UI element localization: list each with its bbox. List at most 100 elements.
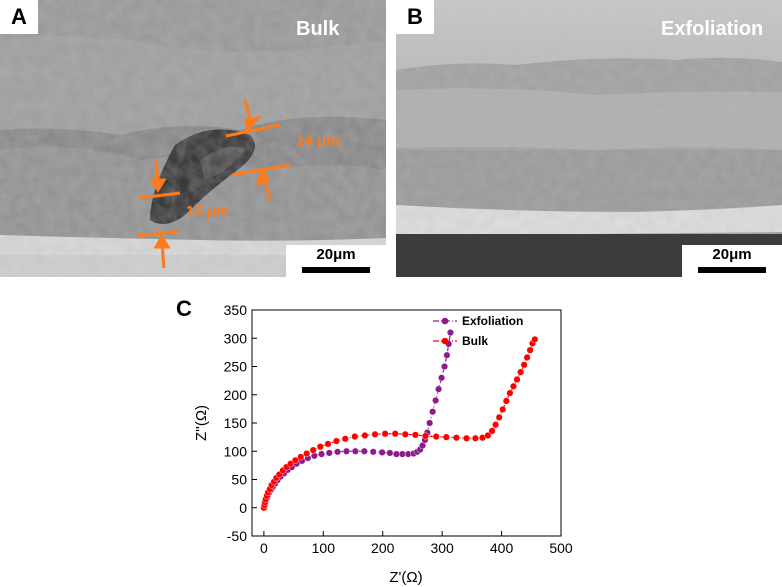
y-tick-label: 50 (231, 472, 247, 488)
data-point-bulk (492, 421, 500, 429)
data-point-bulk (332, 437, 340, 445)
data-point-exfoliation (446, 329, 454, 337)
data-point-bulk (502, 397, 510, 405)
data-point-bulk (324, 440, 332, 448)
data-point-exfoliation (392, 450, 400, 458)
y-tick-label: 350 (224, 302, 248, 318)
data-point-bulk (316, 443, 324, 451)
series-exfoliation (260, 329, 454, 512)
x-tick-label: 300 (430, 540, 454, 556)
data-point-bulk (526, 346, 534, 354)
data-point-bulk (499, 405, 507, 413)
data-point-exfoliation (429, 408, 437, 416)
data-point-bulk (513, 375, 521, 383)
data-point-exfoliation (334, 448, 342, 456)
data-point-exfoliation (310, 452, 318, 460)
panel-a-letter: A (0, 0, 38, 34)
legend-marker (441, 317, 449, 325)
data-point-bulk (471, 434, 479, 442)
y-tick-label: 0 (239, 500, 247, 516)
data-point-bulk (506, 389, 514, 397)
data-point-bulk (381, 430, 389, 438)
data-point-bulk (422, 432, 430, 440)
x-tick-label: 200 (371, 540, 395, 556)
data-point-bulk (517, 368, 525, 376)
data-point-bulk (484, 431, 492, 439)
x-tick-label: 0 (260, 540, 268, 556)
panel-a-scale-bar: 20μm (286, 245, 386, 277)
y-tick-label: 200 (224, 387, 248, 403)
data-point-bulk (341, 435, 349, 443)
lower-arrow-bottom-head (153, 234, 171, 249)
data-point-bulk (488, 427, 496, 435)
legend-marker (441, 337, 449, 345)
data-point-exfoliation (398, 450, 406, 458)
plot-frame (251, 309, 562, 537)
data-point-bulk (520, 361, 528, 369)
data-point-exfoliation (342, 447, 350, 455)
data-point-exfoliation (443, 351, 451, 359)
panel-a-sem-image: A Bulk 14 μm 15 μm 20μm (0, 0, 386, 277)
data-point-exfoliation (432, 396, 440, 404)
series-bulk (260, 335, 539, 512)
data-point-bulk (509, 382, 517, 390)
data-point-bulk (371, 430, 379, 438)
panel-b-sem-image: B Exfoliation 20μm (396, 0, 782, 277)
panel-a-title: Bulk (296, 18, 340, 40)
data-point-exfoliation (386, 449, 394, 457)
data-point-bulk (495, 413, 503, 421)
data-point-exfoliation (369, 448, 377, 456)
data-point-exfoliation (438, 374, 446, 382)
data-point-bulk (523, 353, 531, 361)
data-point-bulk (297, 453, 305, 461)
data-point-bulk (463, 434, 471, 442)
exfoliation-sem-micrograph (396, 0, 782, 277)
legend-label: Exfoliation (462, 314, 523, 328)
x-axis-label: Z'(Ω) (389, 569, 422, 586)
lower-arrow-top-head (149, 178, 167, 193)
data-point-bulk (351, 433, 359, 441)
data-point-bulk (309, 446, 317, 454)
panel-a-scale-label: 20μm (316, 246, 356, 263)
y-tick-label: 100 (224, 443, 248, 459)
panel-b-scale-line (698, 267, 766, 273)
data-point-bulk (432, 433, 440, 441)
data-point-bulk (391, 430, 399, 438)
data-point-exfoliation (351, 447, 359, 455)
series-line-exfoliation (263, 332, 452, 508)
panel-b-scale-bar: 20μm (682, 245, 782, 277)
y-tick-label: 150 (224, 415, 248, 431)
data-point-bulk (411, 431, 419, 439)
panel-b-title: Exfoliation (661, 18, 764, 40)
lower-thickness-label: 15 μm (186, 203, 230, 220)
data-point-bulk (452, 434, 460, 442)
data-point-exfoliation (426, 419, 434, 427)
x-tick-label: 100 (312, 540, 336, 556)
upper-measure-line (225, 123, 281, 138)
upper-thickness-label: 14 μm (296, 132, 340, 149)
panel-b-scale-label: 20μm (712, 246, 752, 263)
data-point-exfoliation (378, 448, 386, 456)
upper-arrow-top-head (244, 115, 263, 134)
data-point-exfoliation (435, 385, 443, 393)
data-point-bulk (531, 335, 539, 343)
lower-measure-line-2 (137, 229, 179, 238)
legend: Exfoliation Bulk (433, 314, 523, 348)
data-point-bulk (291, 456, 299, 464)
nyquist-chart: 0 100 200 300 400 500 -50 0 50 100 150 200 250 300 350… (193, 302, 573, 586)
panel-c-letter: C (176, 296, 192, 321)
data-point-bulk (401, 430, 409, 438)
data-point-bulk (287, 460, 295, 468)
x-tick-label: 500 (549, 540, 573, 556)
data-point-exfoliation (441, 363, 449, 371)
y-tick-label: -50 (227, 528, 247, 544)
data-point-bulk (303, 450, 311, 458)
y-axis-label: Z''(Ω) (193, 405, 210, 441)
x-tick-label: 400 (490, 540, 514, 556)
legend-label: Bulk (462, 334, 488, 348)
data-point-exfoliation (318, 450, 326, 458)
upper-arrow-bottom-head (255, 167, 271, 186)
lower-measure-line (139, 191, 181, 200)
y-tick-label: 300 (224, 330, 248, 346)
data-point-exfoliation (325, 449, 333, 457)
